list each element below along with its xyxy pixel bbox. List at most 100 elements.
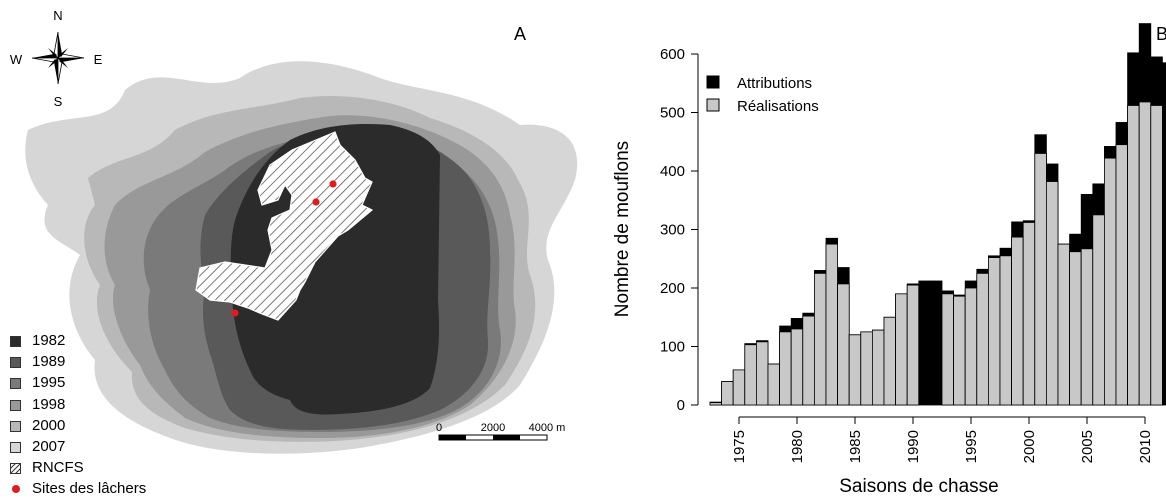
bar-attributions-1991 bbox=[918, 280, 931, 406]
bar-realisations-1979 bbox=[779, 331, 792, 406]
x-tick-label: 1995 bbox=[963, 430, 980, 463]
x-axis: 1975 1980 1985 1990 1995 2000 2005 2010 bbox=[731, 416, 1154, 463]
bar-realisations-1989 bbox=[895, 293, 908, 406]
bar-realisations-1986 bbox=[860, 331, 873, 406]
bar-chart: 0 100 200 300 400 500 600 1975 1980 1985 1990 1995… bbox=[612, 23, 1166, 497]
bar-realisations-1990 bbox=[906, 284, 920, 406]
bar-realisations-1997 bbox=[987, 257, 1001, 406]
legend-swatch bbox=[10, 399, 21, 411]
bar-realisations-2004 bbox=[1069, 251, 1082, 406]
x-tick-label: 1985 bbox=[847, 430, 864, 463]
legend-item-1982: 1982 bbox=[10, 331, 65, 351]
release-site-1 bbox=[329, 180, 337, 188]
bar-realisations-1996 bbox=[976, 272, 989, 406]
bar-realisations-2000 bbox=[1022, 222, 1036, 406]
legend-label: Sites des lâchers bbox=[32, 480, 147, 497]
bar-realisations-2008 bbox=[1115, 144, 1129, 406]
bar-realisations-1977 bbox=[755, 341, 769, 406]
legend-swatch bbox=[10, 335, 21, 347]
legend-item-2000: 2000 bbox=[10, 416, 65, 436]
compass-rose-icon bbox=[31, 31, 85, 85]
legend-item-1995: 1995 bbox=[10, 373, 65, 393]
map-panel: N S W E A 0 2000 4000 m bbox=[10, 8, 578, 454]
x-axis-label: Saisons de chasse bbox=[839, 476, 999, 497]
bar-realisations-1982 bbox=[813, 272, 827, 406]
legend-label-attributions: Attributions bbox=[737, 75, 812, 92]
y-tick-label: 400 bbox=[660, 163, 685, 180]
compass-n: N bbox=[53, 8, 62, 23]
bar-realisations-2003 bbox=[1057, 243, 1071, 406]
bar-realisations-2002 bbox=[1045, 181, 1059, 406]
panel-letter-a: A bbox=[514, 24, 526, 44]
legend-item-2007: 2007 bbox=[10, 437, 65, 457]
y-tick-label: 300 bbox=[660, 222, 685, 239]
bar-attributions-1992 bbox=[929, 280, 943, 406]
scale-tick-2000: 2000 bbox=[481, 422, 505, 434]
y-axis: 0 100 200 300 400 500 600 bbox=[660, 46, 699, 414]
bar-realisations-2001 bbox=[1034, 153, 1047, 406]
legend-item-rncfs: RNCFS bbox=[10, 458, 84, 478]
legend-swatch bbox=[10, 441, 21, 453]
bar-realisations-1981 bbox=[802, 315, 815, 406]
legend-label: 2007 bbox=[32, 438, 66, 455]
y-tick-label: 100 bbox=[660, 339, 685, 356]
bar-realisations-1994 bbox=[953, 295, 966, 406]
y-tick-label: 0 bbox=[677, 397, 685, 414]
legend-item-1998: 1998 bbox=[10, 395, 65, 415]
bar-realisations-2011 bbox=[1150, 105, 1163, 406]
legend-swatch-realisations bbox=[706, 98, 720, 112]
legend-label-realisations: Réalisations bbox=[737, 98, 819, 115]
bar-realisations-2010 bbox=[1138, 101, 1152, 406]
bar-attributions-2012 bbox=[1162, 62, 1166, 406]
bar-realisations-1984 bbox=[837, 283, 850, 406]
release-site-3 bbox=[231, 309, 239, 317]
legend-label: 1982 bbox=[32, 332, 66, 349]
x-tick-label: 1990 bbox=[905, 430, 922, 463]
bar-realisations-1995 bbox=[964, 287, 978, 406]
bar-realisations-2009 bbox=[1127, 105, 1140, 406]
bar-realisations-1980 bbox=[790, 328, 804, 406]
panel-letter-b: B bbox=[1156, 24, 1166, 44]
bar-realisations-1985 bbox=[848, 334, 862, 406]
legend-swatch bbox=[10, 356, 21, 368]
bar-realisations-1988 bbox=[883, 316, 897, 406]
y-tick-label: 200 bbox=[660, 280, 685, 297]
compass-w: W bbox=[10, 52, 23, 67]
x-tick-label: 2010 bbox=[1137, 430, 1154, 463]
legend-label: 1989 bbox=[32, 353, 66, 370]
release-site-2 bbox=[312, 198, 320, 206]
bar-realisations-1993 bbox=[941, 293, 955, 406]
legend-swatch-attributions bbox=[706, 75, 720, 89]
scale-tick-0: 0 bbox=[436, 422, 442, 434]
y-axis-label: Nombre de mouflons bbox=[612, 141, 633, 317]
compass-s: S bbox=[54, 94, 63, 109]
legend-label: RNCFS bbox=[32, 459, 84, 476]
bar-realisations-1999 bbox=[1011, 236, 1024, 406]
legend-label: 1998 bbox=[32, 396, 66, 413]
rncfs-area bbox=[195, 131, 374, 321]
bars bbox=[709, 23, 1166, 406]
bar-realisations-1998 bbox=[999, 255, 1013, 406]
bar-realisations-1976 bbox=[744, 344, 757, 406]
release-site-dot-icon bbox=[12, 485, 20, 493]
y-tick-label: 500 bbox=[660, 105, 685, 122]
bar-realisations-1973 bbox=[709, 402, 723, 406]
legend-item-sites: Sites des lâchers bbox=[10, 479, 146, 499]
bar-realisations-1987 bbox=[871, 329, 885, 406]
legend-swatch bbox=[10, 377, 21, 389]
legend-label: 1995 bbox=[32, 374, 66, 391]
compass-e: E bbox=[94, 52, 103, 67]
legend-label: 2000 bbox=[32, 417, 66, 434]
legend-swatch bbox=[10, 420, 21, 432]
scale-bar: 0 2000 4000 m bbox=[436, 422, 566, 441]
hatch-swatch-icon bbox=[10, 462, 21, 474]
y-tick-label: 600 bbox=[660, 46, 685, 63]
bar-realisations-1975 bbox=[732, 369, 746, 406]
x-tick-label: 2005 bbox=[1079, 430, 1096, 463]
x-tick-label: 1975 bbox=[731, 430, 748, 463]
bar-realisations-2007 bbox=[1104, 157, 1117, 406]
scale-tick-4000: 4000 m bbox=[529, 422, 566, 434]
x-tick-label: 2000 bbox=[1021, 430, 1038, 463]
bar-realisations-2005 bbox=[1080, 248, 1094, 406]
zone-1982 bbox=[230, 123, 440, 415]
